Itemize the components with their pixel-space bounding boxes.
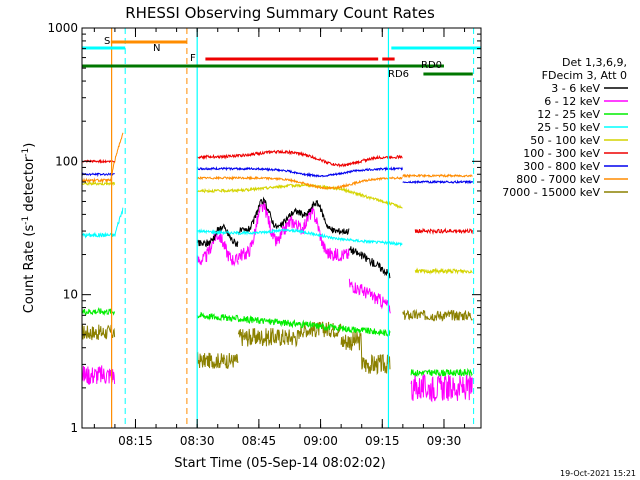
legend-entry-label: 100 - 300 keV: [523, 147, 600, 160]
series-line-3-6-kev-2: [348, 246, 391, 279]
series-line-12-25-kev-1: [196, 311, 391, 338]
legend-entry-label: 800 - 7000 keV: [516, 173, 600, 186]
x-tick-label: 08:30: [180, 434, 215, 448]
series-line-800-7000-kev-2: [402, 173, 473, 179]
series-line-7000-15000-kev-0: [81, 324, 116, 341]
x-axis-label: Start Time (05-Sep-14 08:02:02): [174, 456, 385, 471]
series-line-800-7000-kev-0: [82, 132, 124, 184]
legend-header: FDecim 3, Att 0: [542, 69, 627, 82]
series-line-50-100-kev-2: [414, 267, 473, 275]
y-tick-label: 1: [70, 421, 78, 435]
chart-title: RHESSI Observing Summary Count Rates: [125, 4, 435, 22]
series-line-6-12-kev-1: [196, 230, 239, 267]
series-line-300-800-kev-1: [196, 166, 403, 178]
x-tick-label: 09:15: [365, 434, 400, 448]
series-line-6-12-kev-2: [237, 201, 350, 262]
plot-area: S N F RD0 RD6: [81, 28, 481, 428]
series-line-3-6-kev-0: [196, 223, 239, 248]
series-line-6-12-kev-3: [348, 278, 391, 314]
x-tick-label: 08:15: [118, 434, 153, 448]
series-line-7000-15000-kev-2: [237, 328, 300, 348]
series-line-3-6-kev-1: [237, 196, 350, 236]
flag-label-f: F: [190, 53, 196, 64]
timestamp: 19-Oct-2021 15:21: [560, 469, 636, 478]
series-line-25-50-kev-2: [197, 227, 403, 247]
flag-label-rd0: RD0: [421, 60, 442, 71]
series-line-7000-15000-kev-1: [196, 351, 239, 370]
flag-label-n: N: [153, 43, 160, 54]
series-line-12-25-kev-2: [410, 367, 473, 378]
x-tick-label: 09:30: [427, 434, 462, 448]
legend-entry-label: 12 - 25 keV: [537, 108, 600, 121]
legend-entry-label: 300 - 800 keV: [523, 160, 600, 173]
series-line-800-7000-kev-1: [196, 175, 403, 190]
y-tick-label: 100: [55, 154, 78, 168]
plot-frame: [81, 27, 482, 429]
series-line-300-800-kev-2: [402, 179, 473, 185]
legend-header: Det 1,3,6,9,: [562, 56, 627, 69]
x-tick-label: 09:00: [303, 434, 338, 448]
series-line-25-50-kev-1: [114, 207, 124, 237]
y-tick-label: 10: [63, 288, 78, 302]
series-line-6-12-kev-0: [81, 365, 116, 385]
legend-entry-label: 50 - 100 keV: [530, 134, 600, 147]
series-line-50-100-kev-0: [81, 180, 116, 187]
series-line-100-300-kev-0: [81, 158, 115, 164]
series-line-7000-15000-kev-4: [340, 331, 391, 376]
legend-entry-label: 6 - 12 keV: [544, 95, 600, 108]
flag-label-rd6: RD6: [388, 69, 409, 80]
axes: 1 10 100 1000 08:15 08:30 08:45 09:00 09:15 09:30: [47, 21, 482, 448]
x-tick-label: 08:45: [242, 434, 277, 448]
series-line-25-50-kev-0: [81, 231, 116, 239]
series-line-300-800-kev-0: [81, 172, 115, 178]
y-tick-label: 1000: [47, 21, 78, 35]
y-axis-label: Count Rate (s-1 detector-1): [21, 143, 37, 314]
series-line-7000-15000-kev-5: [402, 308, 473, 322]
series-line-100-300-kev-2: [414, 227, 473, 235]
series-line-100-300-kev-1: [196, 149, 403, 168]
series-line-50-100-kev-1: [196, 183, 403, 209]
series-line-7000-15000-kev-3: [299, 321, 342, 339]
legend-entry-label: 7000 - 15000 keV: [502, 186, 600, 199]
flag-label-s: S: [104, 36, 110, 47]
legend-entry-label: 25 - 50 keV: [537, 121, 600, 134]
legend-entry-label: 3 - 6 keV: [551, 82, 600, 95]
series-line-12-25-kev-0: [81, 307, 116, 316]
series-line-6-12-kev-4: [410, 373, 473, 403]
